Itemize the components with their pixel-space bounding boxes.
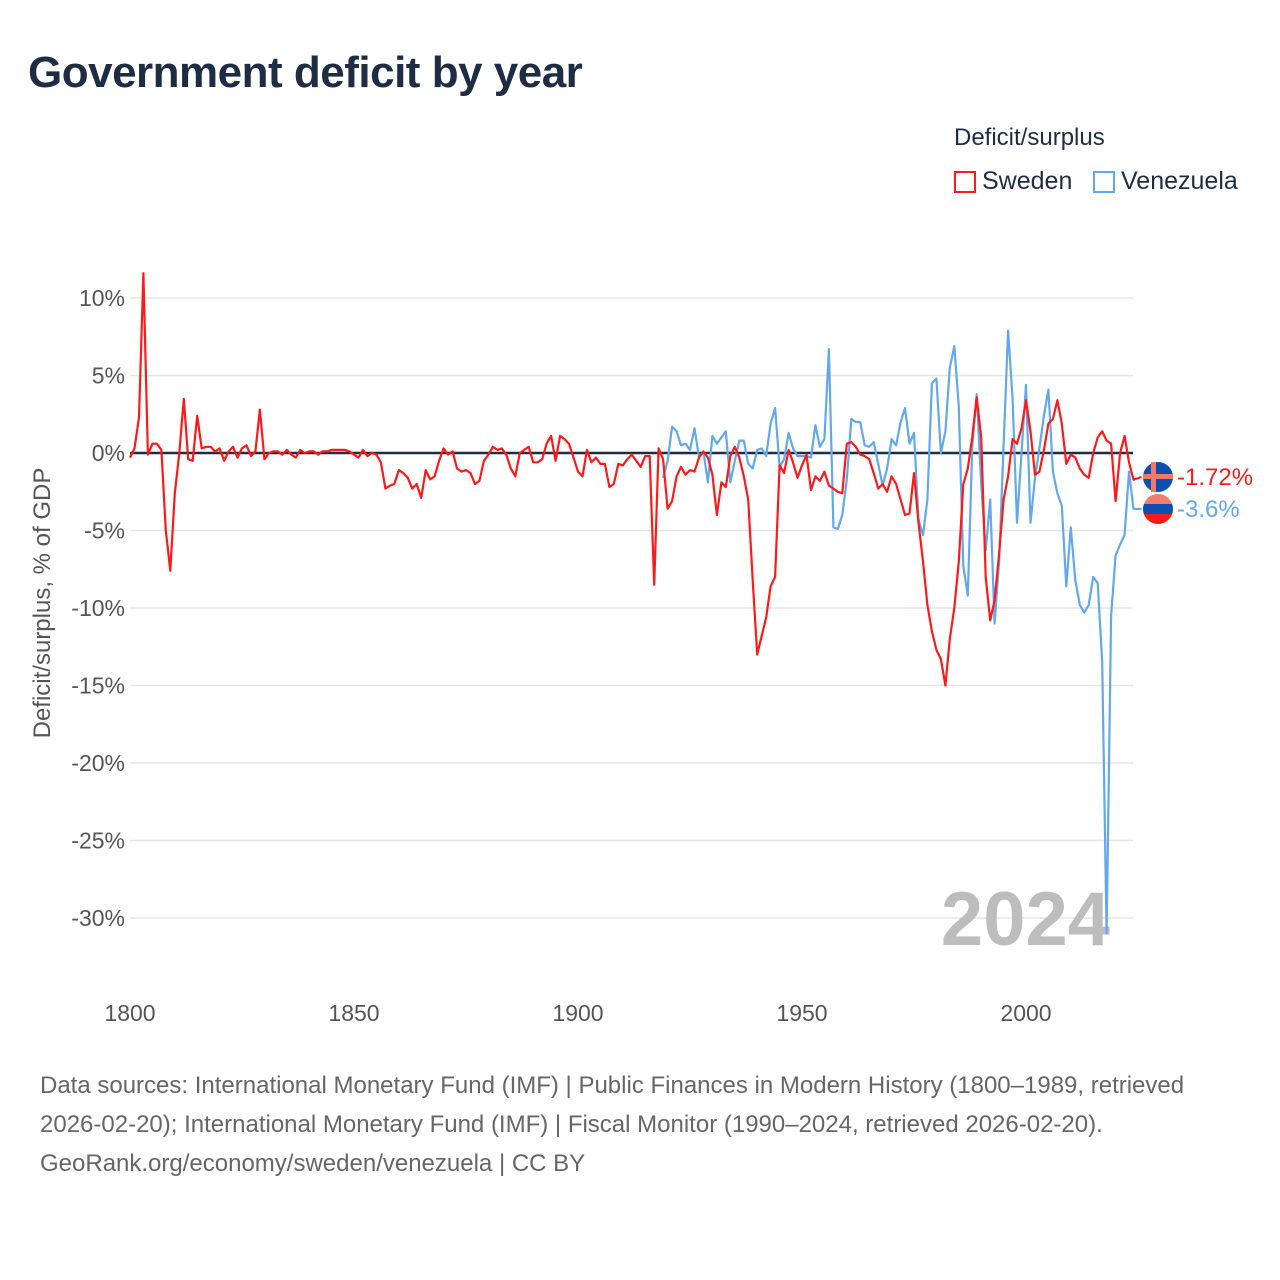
grid [130,297,1133,919]
legend-item-sweden[interactable]: Sweden [954,167,1072,196]
y-tick-label: -25% [71,828,125,854]
flag-sweden-icon [1143,462,1173,492]
series-lines [129,272,1142,935]
y-axis-ticks: 10% 5% 0% -5% -10% -15% -20% -25% -30% [71,285,125,931]
y-tick-label: -20% [71,750,125,776]
end-label-venezuela: -3.6% [1177,496,1240,523]
flag-venezuela-icon [1143,494,1173,524]
y-tick-label: -10% [71,595,125,621]
y-tick-label: 5% [92,363,125,389]
legend-label-sweden: Sweden [982,167,1073,195]
x-axis-ticks: 1800 1850 1900 1950 2000 [104,1000,1051,1026]
series-line-venezuela [662,329,1142,935]
year-watermark: 2024 [941,877,1110,962]
series-line-sweden [129,272,1142,687]
x-tick-label: 2000 [1000,1000,1051,1026]
data-sources: Data sources: International Monetary Fun… [40,1072,1185,1138]
y-tick-label: -30% [71,905,125,931]
x-tick-label: 1950 [776,1000,827,1026]
legend-title: Deficit/surplus [954,124,1105,151]
footer: Data sources: International Monetary Fun… [40,1066,1240,1183]
legend-swatch-sweden [954,170,976,193]
chart-title: Government deficit by year [28,48,583,97]
legend-item-venezuela[interactable]: Venezuela [1093,167,1238,196]
y-tick-label: -15% [71,673,125,699]
y-tick-label: 10% [79,285,125,311]
y-tick-label: 0% [92,440,125,466]
x-tick-label: 1900 [552,1000,603,1026]
legend-label-venezuela: Venezuela [1121,167,1238,195]
credit-link[interactable]: GeoRank.org/economy/sweden/venezuela | C… [40,1150,586,1177]
y-axis-label: Deficit/surplus, % of GDP [29,468,56,739]
x-tick-label: 1800 [104,1000,155,1026]
x-tick-label: 1850 [328,1000,379,1026]
legend-swatch-venezuela [1093,170,1115,193]
y-tick-label: -5% [84,518,125,544]
end-label-sweden: -1.72% [1177,464,1253,491]
